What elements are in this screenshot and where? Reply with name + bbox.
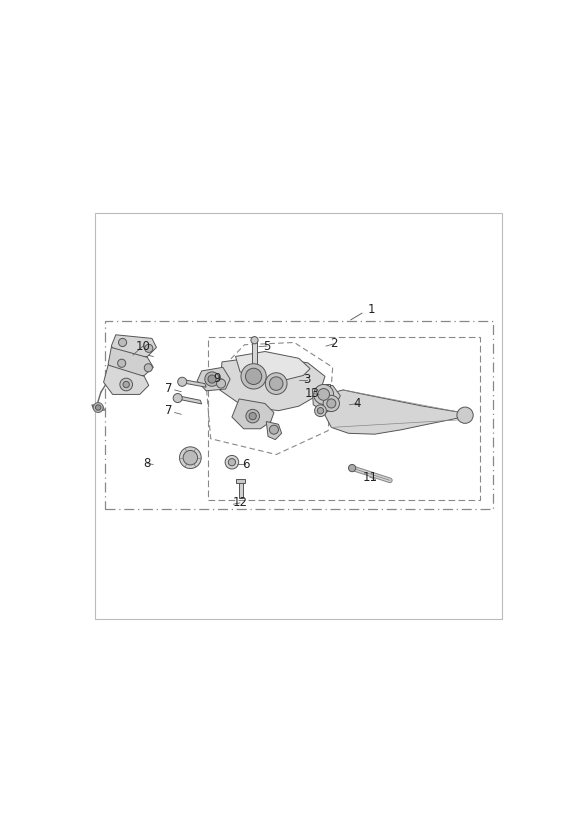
Text: 13: 13 [305,387,320,400]
Polygon shape [237,480,245,483]
Circle shape [246,410,259,423]
Bar [209,337,479,499]
Text: 7: 7 [166,405,173,417]
Polygon shape [92,405,104,410]
Text: 11: 11 [362,471,377,484]
Text: 12: 12 [233,496,248,509]
Polygon shape [252,340,257,368]
Bar [104,321,493,508]
Circle shape [118,359,126,368]
Text: 1: 1 [367,303,375,316]
Polygon shape [197,368,230,391]
Polygon shape [104,365,149,395]
Text: 7: 7 [166,382,173,395]
Circle shape [93,403,103,413]
Circle shape [251,336,258,344]
Circle shape [144,363,152,372]
Circle shape [249,413,257,419]
Polygon shape [232,399,274,428]
Polygon shape [324,384,329,395]
Circle shape [216,379,226,388]
Circle shape [318,389,329,400]
Circle shape [317,408,324,414]
Circle shape [183,451,198,465]
Circle shape [265,372,287,395]
Text: 6: 6 [242,458,249,471]
Circle shape [225,456,238,469]
Polygon shape [325,390,466,434]
Circle shape [269,425,279,434]
Polygon shape [312,386,340,413]
Circle shape [208,375,216,383]
Polygon shape [266,422,282,440]
Polygon shape [220,357,325,410]
Circle shape [96,405,101,410]
Text: 9: 9 [213,372,220,385]
Circle shape [145,344,153,353]
Circle shape [245,368,262,385]
Circle shape [314,385,333,405]
Circle shape [269,377,283,391]
Polygon shape [180,379,206,387]
Circle shape [123,382,129,387]
Circle shape [178,377,187,386]
Circle shape [120,378,132,391]
Circle shape [229,459,236,466]
Circle shape [327,399,336,408]
Circle shape [173,394,182,403]
Text: 10: 10 [135,339,150,353]
Polygon shape [108,348,153,377]
Circle shape [205,372,219,386]
Circle shape [241,363,266,389]
Polygon shape [236,352,310,381]
Text: 4: 4 [354,397,361,410]
Polygon shape [239,482,243,499]
Circle shape [118,339,127,347]
Text: 2: 2 [331,337,338,350]
Polygon shape [176,396,202,404]
Circle shape [323,396,339,412]
Text: 8: 8 [144,457,151,470]
Polygon shape [111,335,156,358]
Circle shape [315,405,326,417]
Text: 5: 5 [264,339,271,353]
Text: 3: 3 [303,373,311,386]
Circle shape [349,465,356,471]
Circle shape [180,447,201,469]
Circle shape [457,407,473,424]
